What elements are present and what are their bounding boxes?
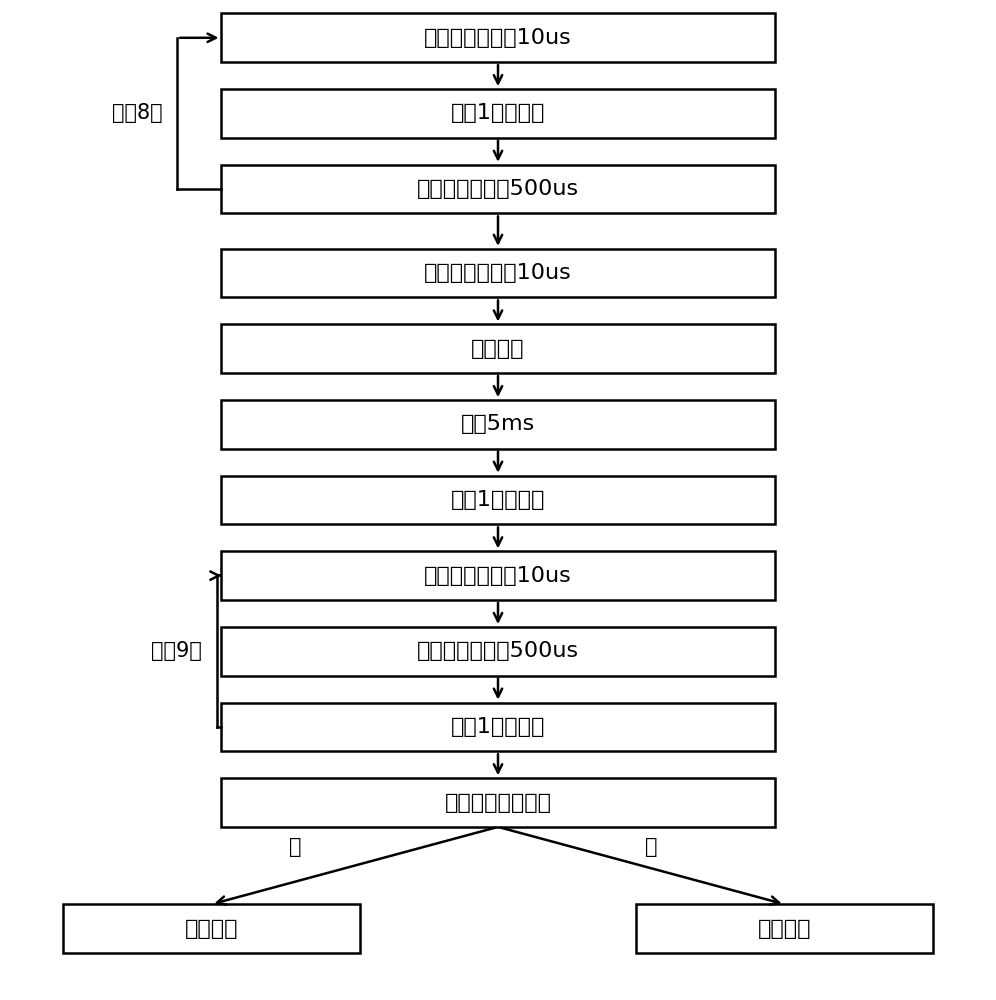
Bar [221,324,775,373]
Text: 通信失败: 通信失败 [185,919,238,939]
Text: 循环8次: 循环8次 [112,103,162,123]
Text: 输出1比特数据: 输出1比特数据 [451,103,545,123]
Bar [221,627,775,676]
Bar [221,551,775,600]
Bar [221,703,775,751]
Text: 是: 是 [644,837,657,857]
Text: 通信完成: 通信完成 [758,919,811,939]
Bar [221,165,775,213]
Bar [636,904,932,953]
Text: 时钟拉高，延时500us: 时钟拉高，延时500us [417,179,579,199]
Text: 延时5ms: 延时5ms [461,414,535,434]
Bar [221,476,775,524]
Text: 接收1比特数据: 接收1比特数据 [451,490,545,510]
Text: 解析数据是否合法: 解析数据是否合法 [444,793,552,813]
Text: 时钟拉低，延时10us: 时钟拉低，延时10us [424,28,572,48]
Bar [221,13,775,62]
Bar [64,904,360,953]
Text: 循环9次: 循环9次 [150,641,202,661]
Bar [221,249,775,297]
Text: 时钟拉高，延时500us: 时钟拉高，延时500us [417,641,579,661]
Text: 否: 否 [289,837,302,857]
Text: 接收1比特数据: 接收1比特数据 [451,717,545,737]
Text: 时钟拉低，延时10us: 时钟拉低，延时10us [424,263,572,283]
Text: 时钟拉高: 时钟拉高 [471,339,525,359]
Text: 时钟拉低，延时10us: 时钟拉低，延时10us [424,566,572,586]
Bar [221,778,775,827]
Bar [221,89,775,138]
Bar [221,400,775,449]
